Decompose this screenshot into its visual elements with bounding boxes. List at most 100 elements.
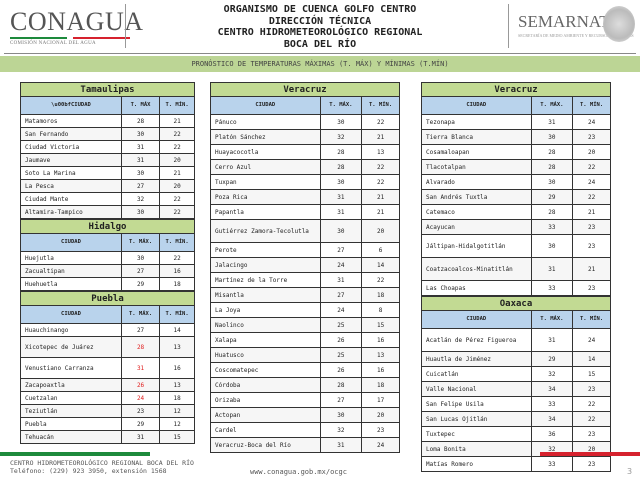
- city-name: Teziutlán: [20, 404, 122, 418]
- footer-url[interactable]: www.conagua.gob.mx/ocgc: [250, 468, 347, 476]
- table-row: Xalapa 26 16: [210, 332, 400, 348]
- max-temp: 31: [319, 272, 363, 288]
- city-name: Tuxpan: [210, 174, 321, 190]
- max-temp: 31: [120, 357, 161, 379]
- city-name: Jáltipan-Hidalgotitlán: [421, 234, 532, 258]
- table-row: Platón Sánchez 32 21: [210, 129, 400, 145]
- city-name: Papantla: [210, 204, 321, 220]
- min-temp: 21: [361, 189, 400, 205]
- table-row: Cosamaloapan 28 20: [421, 144, 611, 160]
- max-temp: 29: [120, 417, 161, 431]
- max-temp: 30: [120, 127, 161, 141]
- table-row: Venustiano Carranza 31 16: [20, 357, 195, 379]
- column-middle: Veracruz CIUDAD T. MÁX. T. MÍN. Pánuco 30 22 Pl…: [210, 82, 400, 453]
- max-temp: 33: [530, 219, 574, 235]
- city-name: Zacualtipan: [20, 264, 122, 278]
- min-temp: 23: [572, 280, 611, 296]
- city-name: Xalapa: [210, 332, 321, 348]
- city-name: San Felipe Usila: [421, 396, 532, 412]
- table-row: Actopan 30 20: [210, 407, 400, 423]
- column-header: CIUDAD: [20, 233, 122, 252]
- max-temp: 31: [319, 189, 363, 205]
- max-temp: 31: [530, 257, 574, 281]
- state-title: Veracruz: [210, 82, 400, 97]
- max-temp: 27: [120, 179, 161, 193]
- max-temp: 31: [530, 328, 574, 352]
- table-row: Matías Romero 33 23: [421, 456, 611, 472]
- min-temp: 21: [572, 257, 611, 281]
- max-temp: 33: [530, 396, 574, 412]
- table-row: Naolinco 25 15: [210, 317, 400, 333]
- city-name: Acayucan: [421, 219, 532, 235]
- city-name: La Joya: [210, 302, 321, 318]
- min-temp: 12: [159, 404, 195, 418]
- forecast-table-veracruz: Veracruz CIUDAD T. MÁX. T. MÍN. Tezonapa 31 24…: [421, 82, 611, 296]
- max-temp: 24: [120, 391, 161, 405]
- city-name: Zacapoaxtla: [20, 378, 122, 392]
- max-temp: 29: [120, 277, 161, 291]
- state-title: Hidalgo: [20, 219, 195, 234]
- min-temp: 16: [159, 264, 195, 278]
- max-temp: 27: [319, 242, 363, 258]
- state-title: Puebla: [20, 291, 195, 306]
- min-temp: 22: [572, 396, 611, 412]
- table-row: Pánuco 30 22: [210, 114, 400, 130]
- min-temp: 23: [361, 422, 400, 438]
- city-name: Coscomatepec: [210, 362, 321, 378]
- max-temp: 28: [530, 204, 574, 220]
- city-name: Venustiano Carranza: [20, 357, 122, 379]
- table-row: Zacapoaxtla 26 13: [20, 378, 195, 392]
- min-temp: 23: [572, 219, 611, 235]
- min-temp: 24: [572, 114, 611, 130]
- divider: [125, 4, 126, 48]
- city-name: Tierra Blanca: [421, 129, 532, 145]
- city-name: Cuetzalan: [20, 391, 122, 405]
- city-name: Ciudad Victoria: [20, 140, 122, 154]
- city-name: Acatlán de Pérez Figueroa: [421, 328, 532, 352]
- min-temp: 23: [572, 234, 611, 258]
- table-row: Cardel 32 23: [210, 422, 400, 438]
- min-temp: 22: [361, 114, 400, 130]
- city-name: Alvarado: [421, 174, 532, 190]
- table-row: Misantla 27 18: [210, 287, 400, 303]
- max-temp: 28: [319, 377, 363, 393]
- min-temp: 22: [159, 251, 195, 265]
- max-temp: 28: [319, 159, 363, 175]
- column-header: T. MÍN.: [361, 96, 400, 115]
- column-header: T. MÁX.: [530, 96, 574, 115]
- min-temp: 22: [361, 159, 400, 175]
- city-name: Catemaco: [421, 204, 532, 220]
- max-temp: 36: [530, 426, 574, 442]
- table-row: Huejutla 30 22: [20, 251, 195, 265]
- table-row: Catemaco 28 21: [421, 204, 611, 220]
- flag-green-bar: [0, 452, 150, 456]
- table-row: Coatzacoalcos-Minatitlán 31 21: [421, 257, 611, 281]
- city-name: Martínez de la Torre: [210, 272, 321, 288]
- city-name: Las Choapas: [421, 280, 532, 296]
- table-row: Cuetzalan 24 18: [20, 391, 195, 405]
- max-temp: 29: [530, 189, 574, 205]
- min-temp: 16: [159, 357, 195, 379]
- table-row: La Pesca 27 20: [20, 179, 195, 193]
- min-temp: 24: [572, 174, 611, 190]
- column-header: T. MÍN.: [159, 96, 195, 115]
- table-row: Cuicatlán 32 15: [421, 366, 611, 382]
- table-row: Alvarado 30 24: [421, 174, 611, 190]
- min-temp: 20: [361, 219, 400, 243]
- page-banner: PRONÓSTICO DE TEMPERATURAS MÁXIMAS (T. M…: [0, 56, 640, 72]
- max-temp: 27: [120, 323, 161, 337]
- table-row: Gutiérrez Zamora-Tecolutla 30 20: [210, 219, 400, 243]
- conagua-logo: CONAGUA COMISIÓN NACIONAL DEL AGUA: [10, 7, 144, 46]
- city-name: Puebla: [20, 417, 122, 431]
- table-row: Huayacocotla 28 13: [210, 144, 400, 160]
- table-row: San Fernando 30 22: [20, 127, 195, 141]
- min-temp: 18: [159, 277, 195, 291]
- min-temp: 15: [361, 317, 400, 333]
- city-name: Tezonapa: [421, 114, 532, 130]
- column-header: \u00bfCIUDAD: [20, 96, 122, 115]
- footer-contact: CENTRO HIDROMETEOROLÓGICO REGIONAL BOCA …: [10, 459, 194, 475]
- city-name: Naolinco: [210, 317, 321, 333]
- min-temp: 8: [361, 302, 400, 318]
- min-temp: 24: [361, 437, 400, 453]
- max-temp: 32: [530, 366, 574, 382]
